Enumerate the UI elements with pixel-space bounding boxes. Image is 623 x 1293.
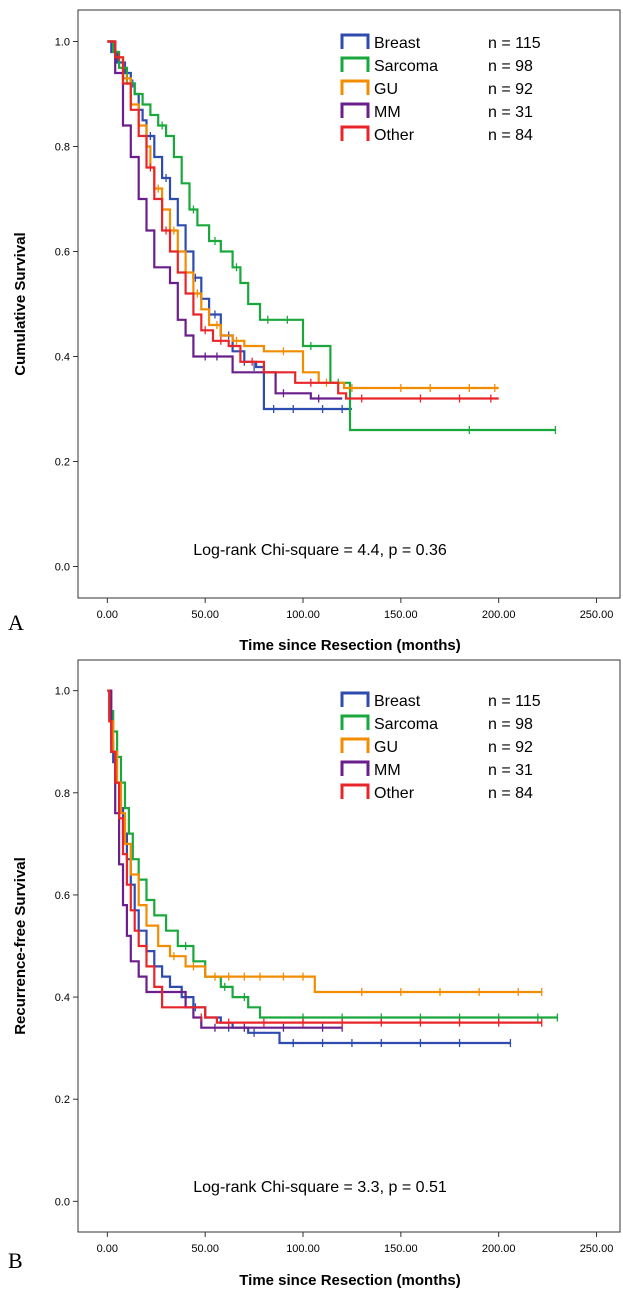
legend-label-gu: GU (374, 739, 398, 756)
legend-n-mm: n = 31 (488, 762, 533, 779)
panel-a: 0.0 0.2 0.4 0.6 0.8 1.0 0.00 50.00 100.00 150.00 2… (8, 9, 621, 654)
x-tick-label: 0.00 (97, 1243, 118, 1255)
legend-swatch-gu (340, 737, 370, 753)
y-tick-label: 0.6 (55, 247, 70, 259)
legend-label-sarcoma: Sarcoma (374, 716, 438, 733)
x-tick-label: 150.00 (384, 1243, 418, 1255)
x-tick-label: 200.00 (482, 1243, 516, 1255)
series-sarcoma (107, 40, 557, 434)
y-tick-label: 0.2 (55, 457, 70, 469)
x-tick-label: 250.00 (580, 1243, 614, 1255)
legend-n-sarcoma: n = 98 (488, 58, 533, 75)
survival-curve-other (107, 689, 542, 1024)
legend-n-gu: n = 92 (488, 739, 533, 756)
x-tick-label: 50.00 (191, 1243, 219, 1255)
y-tick-label: 0.4 (55, 352, 70, 364)
x-tick-label: 50.00 (191, 609, 219, 621)
legend-swatch-mm (340, 102, 370, 118)
legend-label-other: Other (374, 785, 415, 802)
survival-curve-other (107, 40, 499, 400)
legend-n-gu: n = 92 (488, 81, 533, 98)
legend-label-mm: MM (374, 762, 401, 779)
y-tick-label: 1.0 (55, 37, 70, 49)
y-tick-label: 0.8 (55, 788, 70, 800)
series-other (107, 40, 499, 403)
survival-curve-sarcoma (107, 40, 556, 432)
log-rank-annotation: Log-rank Chi-square = 3.3, p = 0.51 (193, 1179, 447, 1196)
legend-label-breast: Breast (374, 35, 421, 52)
legend-label-other: Other (374, 127, 415, 144)
x-tick-label: 0.00 (97, 609, 118, 621)
legend-n-breast: n = 115 (488, 693, 541, 710)
x-tick-label: 100.00 (286, 1243, 320, 1255)
legend-n-mm: n = 31 (488, 104, 533, 121)
panel-letter: B (8, 1248, 23, 1273)
legend-n-sarcoma: n = 98 (488, 716, 533, 733)
panel-letter: A (8, 610, 24, 635)
survival-curve-breast (107, 40, 352, 411)
legend-swatch-breast (340, 33, 370, 49)
legend-label-breast: Breast (374, 693, 421, 710)
legend: Breast n = 115 Sarcoma n = 98 GU n = 92 MM n = … (340, 33, 541, 144)
panel-b: 0.0 0.2 0.4 0.6 0.8 1.0 0.00 50.00 100.00 150.00 2… (8, 659, 621, 1289)
legend-n-other: n = 84 (488, 785, 533, 802)
log-rank-annotation: Log-rank Chi-square = 4.4, p = 0.36 (193, 542, 447, 559)
legend-n-other: n = 84 (488, 127, 533, 144)
legend-swatch-sarcoma (340, 56, 370, 72)
y-tick-label: 0.2 (55, 1094, 70, 1106)
legend-label-mm: MM (374, 104, 401, 121)
legend-label-sarcoma: Sarcoma (374, 58, 438, 75)
legend-n-breast: n = 115 (488, 35, 541, 52)
series-other (107, 689, 543, 1027)
y-axis-label: Recurrence-free Survival (12, 857, 29, 1035)
x-tick-label: 200.00 (482, 609, 516, 621)
legend-swatch-other (340, 125, 370, 141)
legend: Breast n = 115 Sarcoma n = 98 GU n = 92 MM n = … (340, 691, 541, 802)
y-tick-label: 1.0 (55, 686, 70, 698)
x-tick-label: 250.00 (580, 609, 614, 621)
legend-swatch-gu (340, 79, 370, 95)
y-axis-label: Cumulative Survival (12, 232, 29, 375)
y-tick-label: 0.0 (55, 1196, 70, 1208)
legend-label-gu: GU (374, 81, 398, 98)
y-tick-label: 0.8 (55, 142, 70, 154)
legend-swatch-breast (340, 691, 370, 707)
y-tick-label: 0.0 (55, 562, 70, 574)
plot-frame (77, 9, 621, 599)
y-tick-label: 0.4 (55, 992, 70, 1004)
x-tick-label: 150.00 (384, 609, 418, 621)
x-axis-label: Time since Resection (months) (239, 1272, 460, 1289)
legend-swatch-mm (340, 760, 370, 776)
x-tick-label: 100.00 (286, 609, 320, 621)
legend-swatch-other (340, 783, 370, 799)
legend-swatch-sarcoma (340, 714, 370, 730)
x-axis-label: Time since Resection (months) (239, 637, 460, 654)
y-tick-label: 0.6 (55, 890, 70, 902)
